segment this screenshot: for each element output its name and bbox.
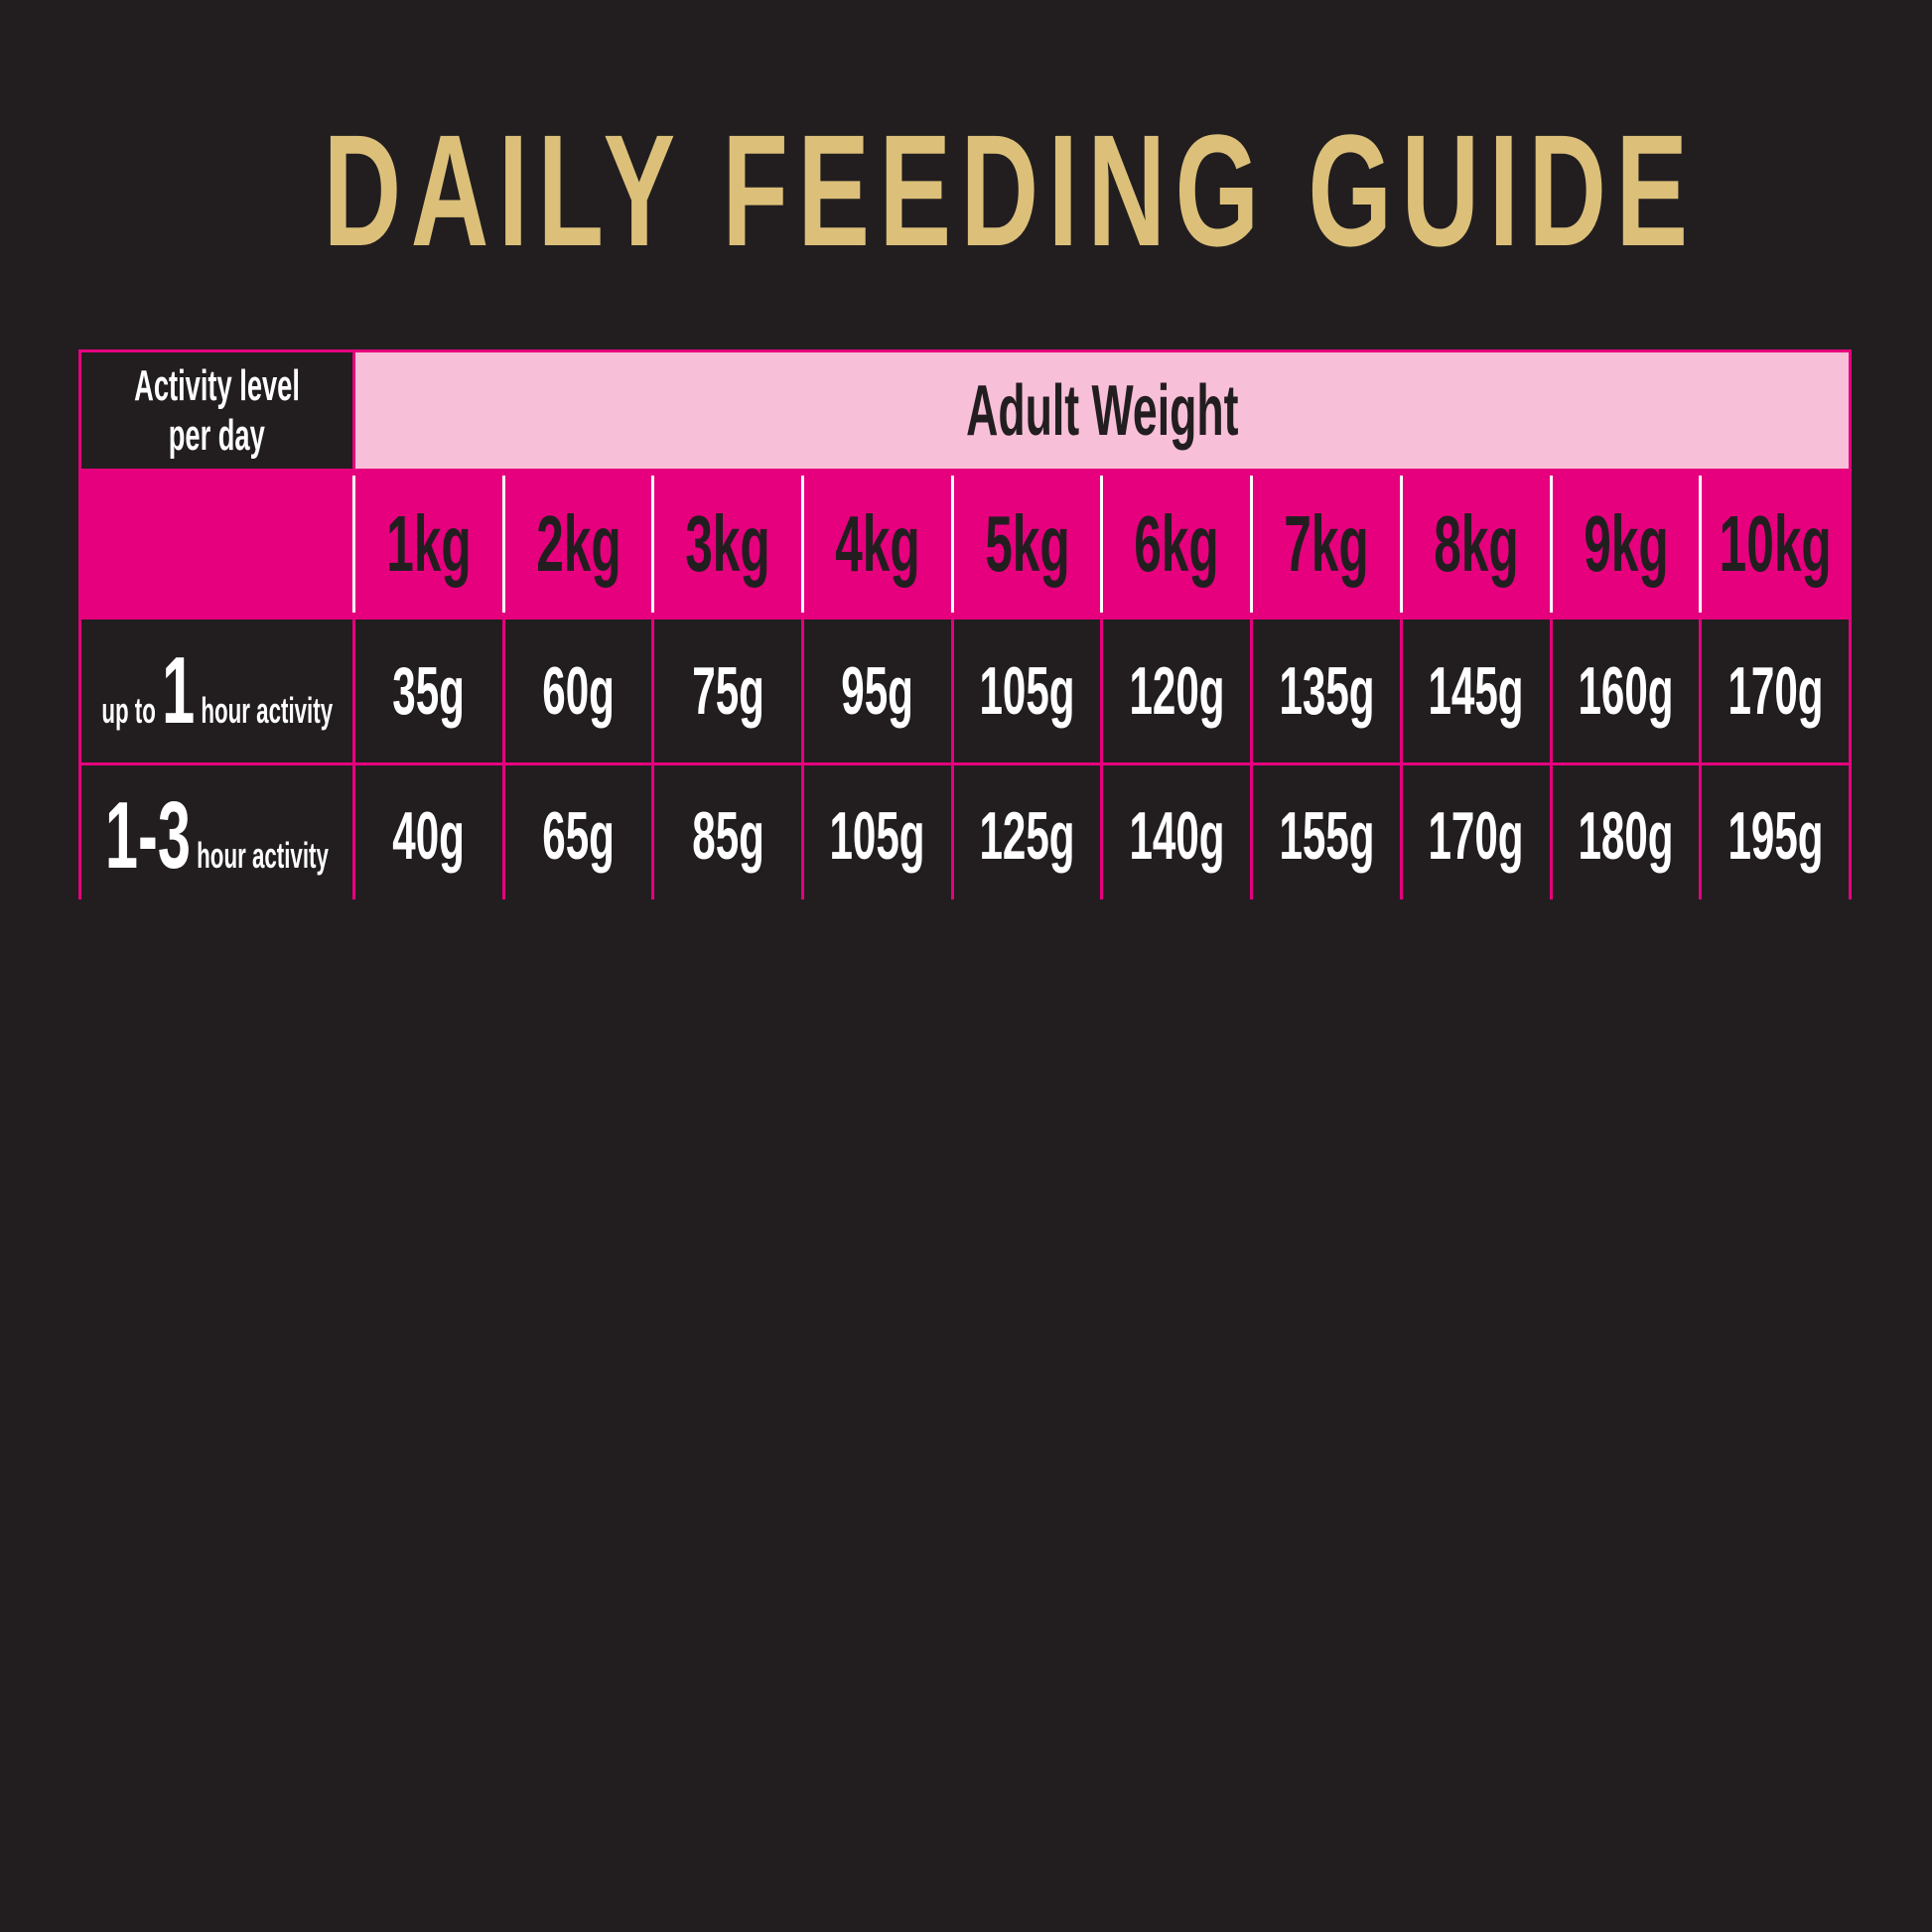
activity-label: 1-3 hour activity	[81, 765, 352, 905]
weight-label: 7kg	[1284, 499, 1369, 588]
table-cell: 195g	[1702, 765, 1849, 905]
table-cell: 120g	[1103, 620, 1251, 762]
table-cell: 95g	[804, 620, 951, 762]
feeding-amount: 125g	[979, 797, 1075, 874]
feeding-amount: 40g	[392, 797, 466, 874]
table-cell: 135g	[1253, 620, 1400, 762]
activity-suffix: hour activity	[197, 834, 329, 876]
weight-header: 2kg	[501, 476, 652, 613]
weight-header: 10kg	[1699, 476, 1849, 613]
feeding-amount: 120g	[1129, 653, 1225, 729]
table-cell: 170g	[1702, 620, 1849, 762]
weight-label: 10kg	[1719, 499, 1832, 588]
weight-header: 3kg	[651, 476, 802, 613]
adult-weight-header: Adult Weight	[355, 352, 1849, 469]
feeding-amount: 135g	[1278, 653, 1375, 729]
feeding-amount: 85g	[691, 797, 764, 874]
table-cell: 65g	[504, 765, 652, 905]
feeding-amount: 60g	[542, 653, 615, 729]
blank-cell	[81, 472, 352, 617]
feeding-amount: 75g	[691, 653, 764, 729]
table-cell: 60g	[504, 620, 652, 762]
activity-suffix: hour activity	[201, 690, 333, 731]
feeding-amount: 180g	[1578, 797, 1674, 874]
table-cell: 40g	[355, 765, 502, 905]
weight-header: 5kg	[950, 476, 1101, 613]
activity-hours: 1-3	[105, 781, 192, 889]
feeding-amount: 95g	[841, 653, 914, 729]
table-cell: 145g	[1402, 620, 1550, 762]
weight-header: 8kg	[1399, 476, 1550, 613]
table-cell: 170g	[1402, 765, 1550, 905]
table-cell: 35g	[355, 620, 502, 762]
feeding-amount: 155g	[1278, 797, 1375, 874]
page-title: DAILY FEEDING GUIDE	[323, 101, 1698, 279]
feeding-amount: 140g	[1129, 797, 1225, 874]
table-cell: 180g	[1552, 765, 1700, 905]
weight-label: 9kg	[1583, 499, 1669, 588]
activity-hours: 1	[161, 637, 195, 744]
weight-label: 5kg	[984, 499, 1070, 588]
feeding-amount: 145g	[1428, 653, 1524, 729]
table-cell: 85g	[654, 765, 802, 905]
feeding-amount: 105g	[829, 797, 926, 874]
feeding-amount: 35g	[392, 653, 466, 729]
feeding-amount: 170g	[1727, 653, 1824, 729]
weight-header: 1kg	[352, 476, 502, 613]
feeding-amount: 105g	[979, 653, 1075, 729]
weight-label: 2kg	[535, 499, 621, 588]
table-cell: 105g	[953, 620, 1101, 762]
table-cell: 155g	[1253, 765, 1400, 905]
weight-header: 6kg	[1100, 476, 1251, 613]
weight-header: 9kg	[1549, 476, 1700, 613]
feeding-amount: 65g	[542, 797, 615, 874]
table-cell: 105g	[804, 765, 951, 905]
table-cell: 160g	[1552, 620, 1700, 762]
weight-label: 4kg	[835, 499, 920, 588]
table-cell: 125g	[953, 765, 1101, 905]
feeding-amount: 195g	[1727, 797, 1824, 874]
weight-header: 7kg	[1250, 476, 1400, 613]
activity-prefix: up to	[101, 690, 156, 731]
weight-label: 6kg	[1134, 499, 1220, 588]
feeding-table: Activity level per day Adult Weight 1kg 2…	[78, 349, 1852, 905]
table-cell: 75g	[654, 620, 802, 762]
weight-header: 4kg	[801, 476, 951, 613]
weight-label: 3kg	[685, 499, 770, 588]
weight-label: 1kg	[386, 499, 472, 588]
feeding-amount: 160g	[1578, 653, 1674, 729]
activity-label: up to 1 hour activity	[81, 620, 352, 762]
feeding-amount: 170g	[1428, 797, 1524, 874]
weight-label: 8kg	[1434, 499, 1519, 588]
activity-level-header: Activity level per day	[81, 352, 352, 469]
table-cell: 140g	[1103, 765, 1251, 905]
